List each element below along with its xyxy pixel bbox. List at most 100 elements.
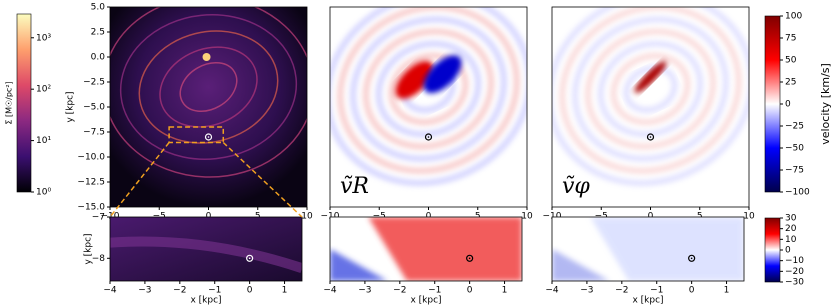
y-tick-label: −15.0 [77, 203, 105, 213]
colorbar-tick-label: 50 [785, 56, 797, 66]
colorbar-tick-label: 0 [785, 100, 791, 110]
x-tick-label: −1 [428, 286, 441, 296]
colorbar [764, 217, 781, 283]
velocity-ring [611, 53, 690, 125]
colorbar-tick-label: −100 [785, 188, 810, 198]
x-tick-label: −1 [208, 286, 221, 296]
x-tick-label: 1 [502, 286, 508, 296]
zoom-box [168, 126, 225, 144]
x-tick-label: −4 [103, 286, 117, 296]
colorbar-tick-label: 25 [785, 78, 796, 88]
x-tick-label: −1 [650, 286, 663, 296]
x-tick-label: 5 [697, 212, 703, 222]
colorbar-tick-label: −10 [785, 256, 804, 266]
velocity-ring [376, 41, 481, 137]
density-arm [119, 14, 298, 160]
colorbar-tick-label: 10⁰ [36, 188, 51, 198]
panel-label: ṽφ [562, 174, 590, 199]
velocity-ring [330, 7, 527, 186]
x-tick-label: −2 [393, 286, 406, 296]
colorbar-tick-label: 30 [785, 214, 797, 224]
colorbar-tick-label: 20 [785, 224, 797, 234]
velocity-blob [423, 55, 462, 94]
colorbar-tick-label: −25 [785, 122, 804, 132]
y-tick-label: 0.0 [91, 53, 106, 63]
velocity-blob [634, 61, 667, 93]
colorbar-tick-label: −75 [785, 166, 804, 176]
panel-image [330, 217, 522, 281]
y-tick-label: 2.5 [91, 28, 105, 38]
velocity-band [590, 217, 744, 281]
density-core [202, 53, 211, 61]
panel-frame [551, 216, 745, 282]
sun-marker [246, 254, 254, 262]
y-tick-label: −7.5 [83, 128, 105, 138]
velocity-band [552, 249, 610, 281]
x-tick-label: −4 [323, 286, 337, 296]
velocity-ring [337, 7, 520, 174]
density-arm [159, 46, 258, 128]
x-tick-label: −2 [615, 286, 628, 296]
x-tick-label: 0 [467, 286, 473, 296]
colorbar-label: velocity [km/s] [819, 63, 831, 145]
velocity-band [368, 217, 522, 281]
panel-image [552, 217, 744, 281]
x-tick-label: 1 [724, 286, 730, 296]
y-tick-label: −10.0 [77, 153, 105, 163]
panel-image [552, 7, 749, 207]
colorbar-tick-label: 10² [36, 85, 51, 95]
sun-marker [424, 133, 433, 141]
colorbar [764, 15, 781, 193]
colorbar-tick-label: 10¹ [36, 136, 51, 146]
velocity-ring [572, 16, 729, 162]
velocity-band [330, 249, 388, 281]
sun-marker [688, 254, 696, 262]
density-arm [138, 30, 279, 144]
panel-frame [329, 216, 523, 282]
velocity-ring [598, 41, 703, 137]
sun-dot [690, 257, 693, 260]
x-tick-label: −10 [321, 212, 340, 222]
colorbar-tick-label: 75 [785, 34, 796, 44]
x-tick-label: −5 [153, 212, 166, 222]
panel-image [330, 7, 527, 207]
sun-dot [468, 257, 471, 260]
velocity-blob [395, 60, 434, 99]
panel-image [110, 7, 307, 207]
density-arm [110, 7, 307, 178]
x-tick-label: −3 [580, 286, 593, 296]
x-tick-label: −3 [138, 286, 151, 296]
x-tick-label: −10 [101, 212, 120, 222]
panel-frame [109, 216, 303, 282]
x-tick-label: −4 [545, 286, 559, 296]
y-axis-label: y [kpc] [66, 91, 76, 122]
colorbar [16, 13, 32, 193]
zoom-line [222, 141, 303, 218]
colorbar-tick-label: 100 [785, 12, 802, 22]
x-tick-label: 0 [247, 286, 253, 296]
colorbar-tick-label: 0 [785, 246, 791, 256]
velocity-ring [350, 16, 507, 162]
x-tick-label: 0 [648, 212, 654, 222]
x-tick-label: 1 [282, 286, 288, 296]
panel-image [110, 217, 302, 281]
colorbar-tick-label: −20 [785, 267, 804, 277]
panel-label: ṽR [340, 174, 369, 199]
density-arm [179, 62, 238, 112]
x-tick-label: 10 [743, 212, 755, 222]
x-tick-label: −3 [358, 286, 371, 296]
y-tick-label: −8 [92, 254, 106, 264]
colorbar-tick-label: 10 [785, 235, 797, 245]
sun-marker [204, 133, 213, 141]
sun-dot [427, 136, 430, 138]
x-axis-label: x [kpc] [632, 296, 663, 306]
colorbar-label: Σ [M☉/pc²] [5, 81, 14, 124]
y-tick-label: −5.0 [83, 103, 105, 113]
velocity-ring [585, 28, 716, 150]
x-tick-label: 5 [255, 212, 261, 222]
x-tick-label: 10 [521, 212, 533, 222]
x-axis-label: x [kpc] [190, 296, 221, 306]
velocity-ring [559, 7, 742, 174]
sun-dot [207, 136, 210, 138]
